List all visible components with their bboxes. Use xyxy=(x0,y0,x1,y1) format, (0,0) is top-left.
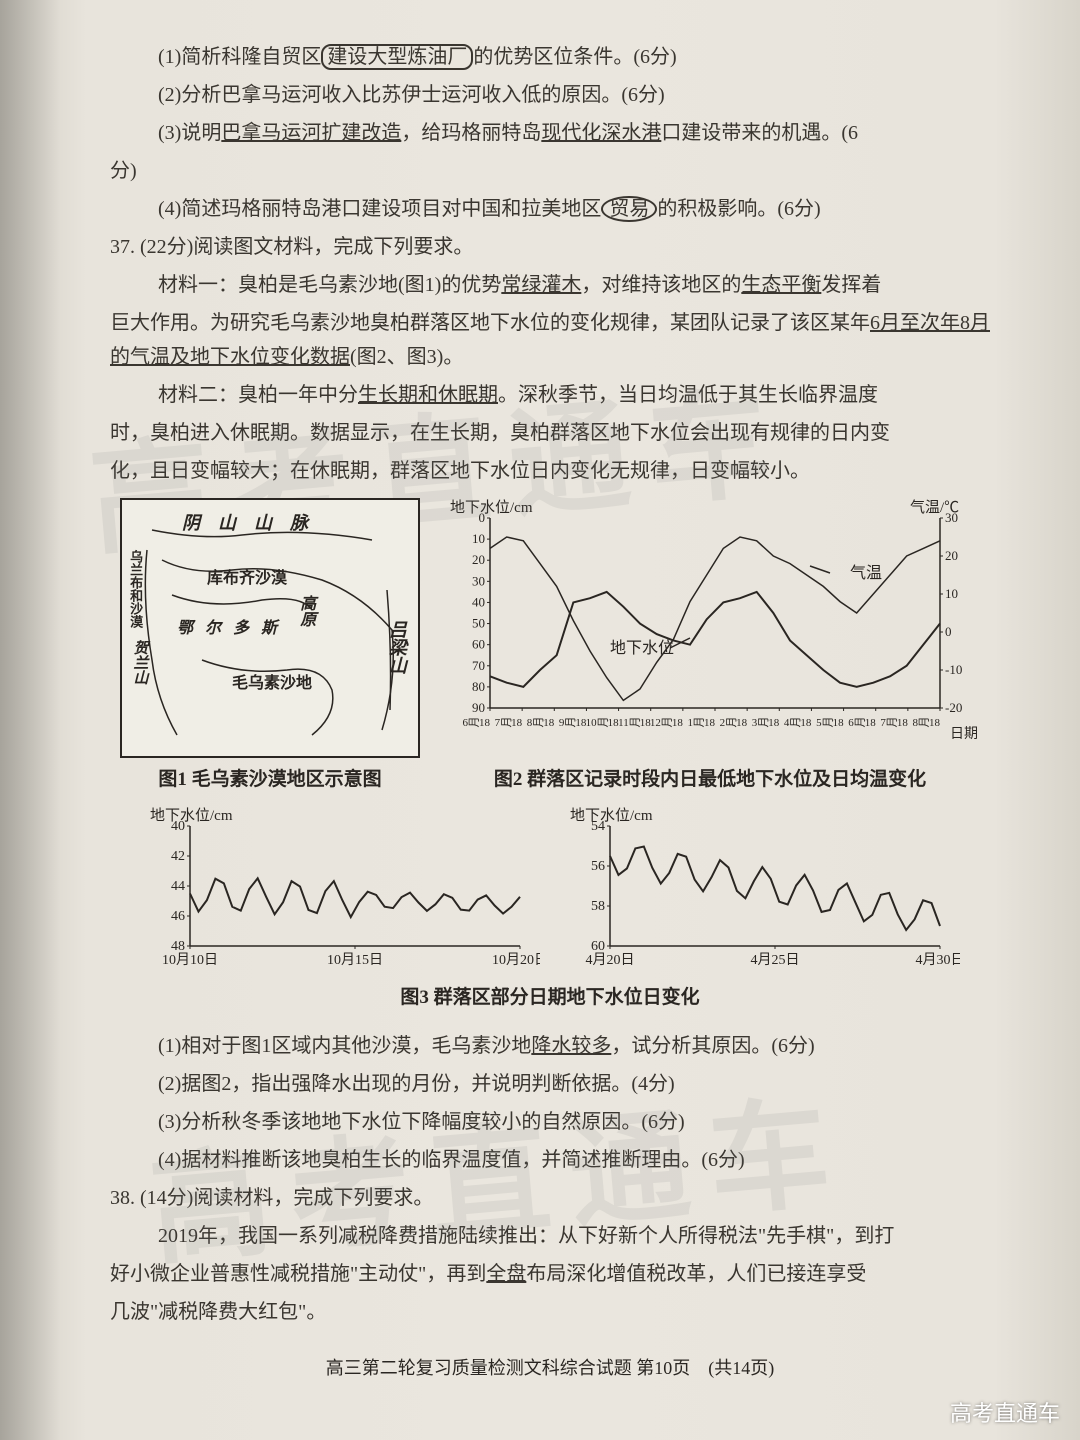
svg-text:日期: 日期 xyxy=(950,726,978,742)
svg-text:10月15日: 10月15日 xyxy=(327,952,383,968)
material-1b: 巨大作用。为研究毛乌素沙地臭柏群落区地下水位的变化规律，某团队记录了该区某年6月… xyxy=(110,306,990,374)
svg-text:气温: 气温 xyxy=(850,564,882,582)
figure-3b-chart: 地下水位/cm 54 56 58 60 4月20日 4月25日 4月30日 xyxy=(560,806,960,976)
svg-text:8月18: 8月18 xyxy=(527,717,555,730)
question-38-body1: 2019年，我国一系列减税降费措施陆续推出：从下好新个人所得税法"先手棋"，到打 xyxy=(110,1219,990,1253)
svg-text:56: 56 xyxy=(591,859,605,874)
svg-text:42: 42 xyxy=(171,849,185,864)
figure-row-1: 阴 山 山 脉 库布齐沙漠 鄂尔多斯 高原 毛乌素沙地 吕梁山 乌兰布和沙漠 贺… xyxy=(110,498,990,796)
figure-row-2: 地下水位/cm 40 42 44 46 48 10月10日 10月15日 10月20日 地下… xyxy=(110,806,990,976)
svg-text:0: 0 xyxy=(945,624,952,639)
question-37-2: (2)据图2，指出强降水出现的月份，并说明判断依据。(4分) xyxy=(110,1067,990,1101)
material-1: 材料一：臭柏是毛乌素沙地(图1)的优势常绿灌木，对维持该地区的生态平衡发挥着 xyxy=(110,268,990,302)
svg-text:6月18: 6月18 xyxy=(848,717,876,730)
svg-text:1月18: 1月18 xyxy=(688,717,716,730)
svg-text:4月18: 4月18 xyxy=(784,717,812,730)
svg-text:10月20日: 10月20日 xyxy=(492,952,540,968)
svg-text:30: 30 xyxy=(945,510,958,525)
figure-2-chart: 地下水位/cm 气温/℃ 0102030405060708090 3020100… xyxy=(440,498,980,758)
svg-text:地下水位: 地下水位 xyxy=(610,639,674,657)
material-2c: 化，且日变幅较大；在休眠期，群落区地下水位日内变化无规律，日变幅较小。 xyxy=(110,454,990,488)
material-2b: 时，臭柏进入休眠期。数据显示，在生长期，臭柏群落区地下水位会出现有规律的日内变 xyxy=(110,416,990,450)
watermark-corner: 高考直通车 xyxy=(950,1396,1060,1428)
svg-text:60: 60 xyxy=(591,939,605,954)
svg-text:40: 40 xyxy=(472,594,485,609)
svg-text:48: 48 xyxy=(171,939,185,954)
figure-3-caption: 图3 群落区部分日期地下水位日变化 xyxy=(110,982,990,1014)
svg-text:46: 46 xyxy=(171,909,185,924)
svg-text:12月18: 12月18 xyxy=(650,717,684,730)
svg-text:90: 90 xyxy=(472,700,485,715)
svg-text:-10: -10 xyxy=(945,662,962,677)
figure-1-caption: 图1 毛乌素沙漠地区示意图 xyxy=(158,764,381,796)
figure-1-map: 阴 山 山 脉 库布齐沙漠 鄂尔多斯 高原 毛乌素沙地 吕梁山 乌兰布和沙漠 贺… xyxy=(120,498,420,758)
question-38-head: 38. (14分)阅读材料，完成下列要求。 xyxy=(110,1181,990,1215)
svg-text:4月30日: 4月30日 xyxy=(916,952,961,968)
material-2: 材料二：臭柏一年中分生长期和休眠期。深秋季节，当日均温低于其生长临界温度 xyxy=(110,378,990,412)
question-38-body2: 好小微企业普惠性减税措施"主动仗"，再到全盘布局深化增值税改革，人们已接连享受 xyxy=(110,1257,990,1291)
svg-text:20: 20 xyxy=(472,552,485,567)
svg-text:4月20日: 4月20日 xyxy=(586,952,635,968)
svg-text:70: 70 xyxy=(472,658,485,673)
svg-text:54: 54 xyxy=(591,819,605,834)
svg-text:60: 60 xyxy=(472,637,485,652)
svg-text:8月18: 8月18 xyxy=(913,717,941,730)
question-36-1: (1)简析科隆自贸区建设大型炼油厂的优势区位条件。(6分) xyxy=(110,40,990,74)
svg-text:2月18: 2月18 xyxy=(720,717,748,730)
svg-text:3月18: 3月18 xyxy=(752,717,780,730)
figure-2-caption: 图2 群落区记录时段内日最低地下水位及日均温变化 xyxy=(494,764,926,796)
svg-text:30: 30 xyxy=(472,573,485,588)
svg-text:7月18: 7月18 xyxy=(495,717,523,730)
question-37-4: (4)据材料推断该地臭柏生长的临界温度值，并简述推断理由。(6分) xyxy=(110,1143,990,1177)
question-37-head: 37. (22分)阅读图文材料，完成下列要求。 xyxy=(110,230,990,264)
svg-text:-20: -20 xyxy=(945,700,962,715)
svg-text:6月18: 6月18 xyxy=(463,717,491,730)
svg-text:地下水位/cm: 地下水位/cm xyxy=(570,807,653,824)
svg-text:50: 50 xyxy=(472,616,485,631)
figure-3a-chart: 地下水位/cm 40 42 44 46 48 10月10日 10月15日 10月20日 xyxy=(140,806,540,976)
svg-text:地下水位/cm: 地下水位/cm xyxy=(450,499,533,516)
svg-text:11月18: 11月18 xyxy=(618,717,651,730)
question-36-3: (3)说明巴拿马运河扩建改造，给玛格丽特岛现代化深水港口建设带来的机遇。(6 xyxy=(110,116,990,150)
svg-text:40: 40 xyxy=(171,819,185,834)
svg-text:10: 10 xyxy=(472,531,485,546)
svg-text:10: 10 xyxy=(945,586,958,601)
svg-text:44: 44 xyxy=(171,879,185,894)
svg-text:地下水位/cm: 地下水位/cm xyxy=(150,807,233,824)
svg-text:0: 0 xyxy=(479,510,486,525)
page-footer: 高三第二轮复习质量检测文科综合试题 第10页 (共14页) xyxy=(110,1353,990,1384)
svg-text:58: 58 xyxy=(591,899,605,914)
svg-text:4月25日: 4月25日 xyxy=(751,952,800,968)
svg-text:80: 80 xyxy=(472,679,485,694)
svg-text:5月18: 5月18 xyxy=(816,717,844,730)
question-37-3: (3)分析秋冬季该地地下水位下降幅度较小的自然原因。(6分) xyxy=(110,1105,990,1139)
question-36-4: (4)简述玛格丽特岛港口建设项目对中国和拉美地区贸易的积极影响。(6分) xyxy=(110,192,990,226)
svg-text:20: 20 xyxy=(945,548,958,563)
question-38-body3: 几波"减税降费大红包"。 xyxy=(110,1295,990,1329)
question-37-1: (1)相对于图1区域内其他沙漠，毛乌素沙地降水较多，试分析其原因。(6分) xyxy=(110,1029,990,1063)
svg-text:9月18: 9月18 xyxy=(559,717,587,730)
question-36-3b: 分) xyxy=(110,154,990,188)
svg-text:10月18: 10月18 xyxy=(586,717,620,730)
svg-text:7月18: 7月18 xyxy=(880,717,908,730)
question-36-2: (2)分析巴拿马运河收入比苏伊士运河收入低的原因。(6分) xyxy=(110,78,990,112)
svg-text:10月10日: 10月10日 xyxy=(162,952,218,968)
